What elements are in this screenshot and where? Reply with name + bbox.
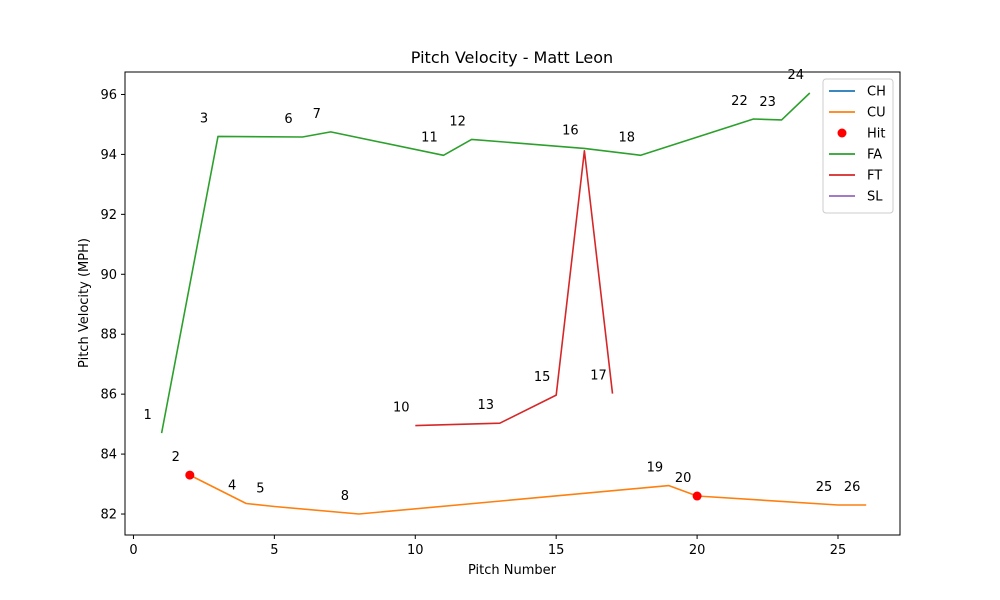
y-tick-label: 86	[100, 388, 117, 403]
y-tick-label: 96	[100, 88, 117, 103]
pitch-number-label: 26	[844, 480, 861, 495]
pitch-number-label: 4	[228, 479, 236, 494]
pitch-number-label: 6	[284, 112, 292, 127]
x-tick-label: 10	[407, 543, 424, 558]
pitch-number-label: 23	[759, 95, 776, 110]
pitch-number-label: 16	[562, 123, 579, 138]
x-axis-label: Pitch Number	[468, 563, 557, 578]
y-tick-label: 88	[100, 328, 117, 343]
legend-entry-label: FA	[867, 148, 882, 163]
pitch-number-label: 20	[675, 471, 692, 486]
pitch-number-label: 12	[449, 114, 466, 129]
x-tick-label: 5	[270, 543, 278, 558]
series-line-ft	[415, 150, 614, 427]
x-tick-label: 20	[689, 543, 706, 558]
pitch-number-label: 19	[647, 461, 664, 476]
legend-entry-label: FT	[867, 169, 882, 184]
hit-point	[692, 491, 702, 501]
y-tick-label: 94	[100, 148, 117, 163]
pitch-number-label: 15	[534, 370, 551, 385]
pitch-number-label: 22	[731, 94, 748, 109]
pitch-number-label: 8	[341, 489, 349, 504]
pitch-number-label: 13	[478, 398, 495, 413]
y-tick-label: 82	[100, 508, 117, 523]
pitch-number-label: 25	[816, 480, 833, 495]
pitch-number-label: 18	[618, 130, 635, 145]
y-axis-label: Pitch Velocity (MPH)	[77, 238, 92, 368]
pitch-number-label: 10	[393, 401, 410, 416]
chart-title: Pitch Velocity - Matt Leon	[411, 48, 613, 67]
pitch-number-label: 1	[143, 408, 151, 423]
pitch-number-label: 3	[200, 111, 208, 126]
legend: CH CU Hit FA FT SL	[822, 78, 894, 214]
y-tick-label: 92	[100, 208, 117, 223]
y-tick-label: 84	[100, 448, 117, 463]
legend-entry-label: CU	[867, 106, 886, 121]
hit-point	[185, 470, 195, 480]
pitch-number-label: 7	[313, 107, 321, 122]
pitch-number-label: 2	[172, 450, 180, 465]
series-line-cu	[189, 474, 867, 515]
legend-marker	[837, 128, 847, 138]
pitch-number-label: 24	[788, 68, 805, 83]
x-tick-label: 0	[129, 543, 137, 558]
pitch-number-label: 17	[590, 369, 607, 384]
legend-entry-label: SL	[867, 190, 883, 205]
pitch-number-label: 5	[256, 482, 264, 497]
y-tick-label: 90	[100, 268, 117, 283]
legend-entry-label: CH	[867, 85, 886, 100]
x-tick-label: 25	[830, 543, 847, 558]
pitch-number-label: 11	[421, 130, 438, 145]
x-tick-label: 15	[548, 543, 565, 558]
series-line-fa	[160, 92, 811, 434]
plot-frame	[124, 71, 901, 536]
legend-entry-label: Hit	[867, 127, 885, 142]
